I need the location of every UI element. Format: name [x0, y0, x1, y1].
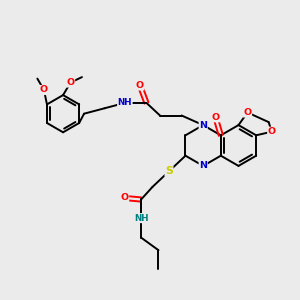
Text: O: O	[212, 113, 220, 122]
Text: NH: NH	[118, 98, 132, 107]
Text: O: O	[243, 108, 252, 117]
Text: O: O	[268, 127, 276, 136]
Text: O: O	[40, 85, 48, 94]
Text: O: O	[67, 78, 75, 87]
Text: NH: NH	[134, 214, 148, 223]
Text: N: N	[199, 121, 207, 130]
Text: O: O	[121, 194, 129, 202]
Text: S: S	[165, 166, 173, 176]
Text: O: O	[136, 81, 144, 90]
Text: N: N	[199, 161, 207, 170]
